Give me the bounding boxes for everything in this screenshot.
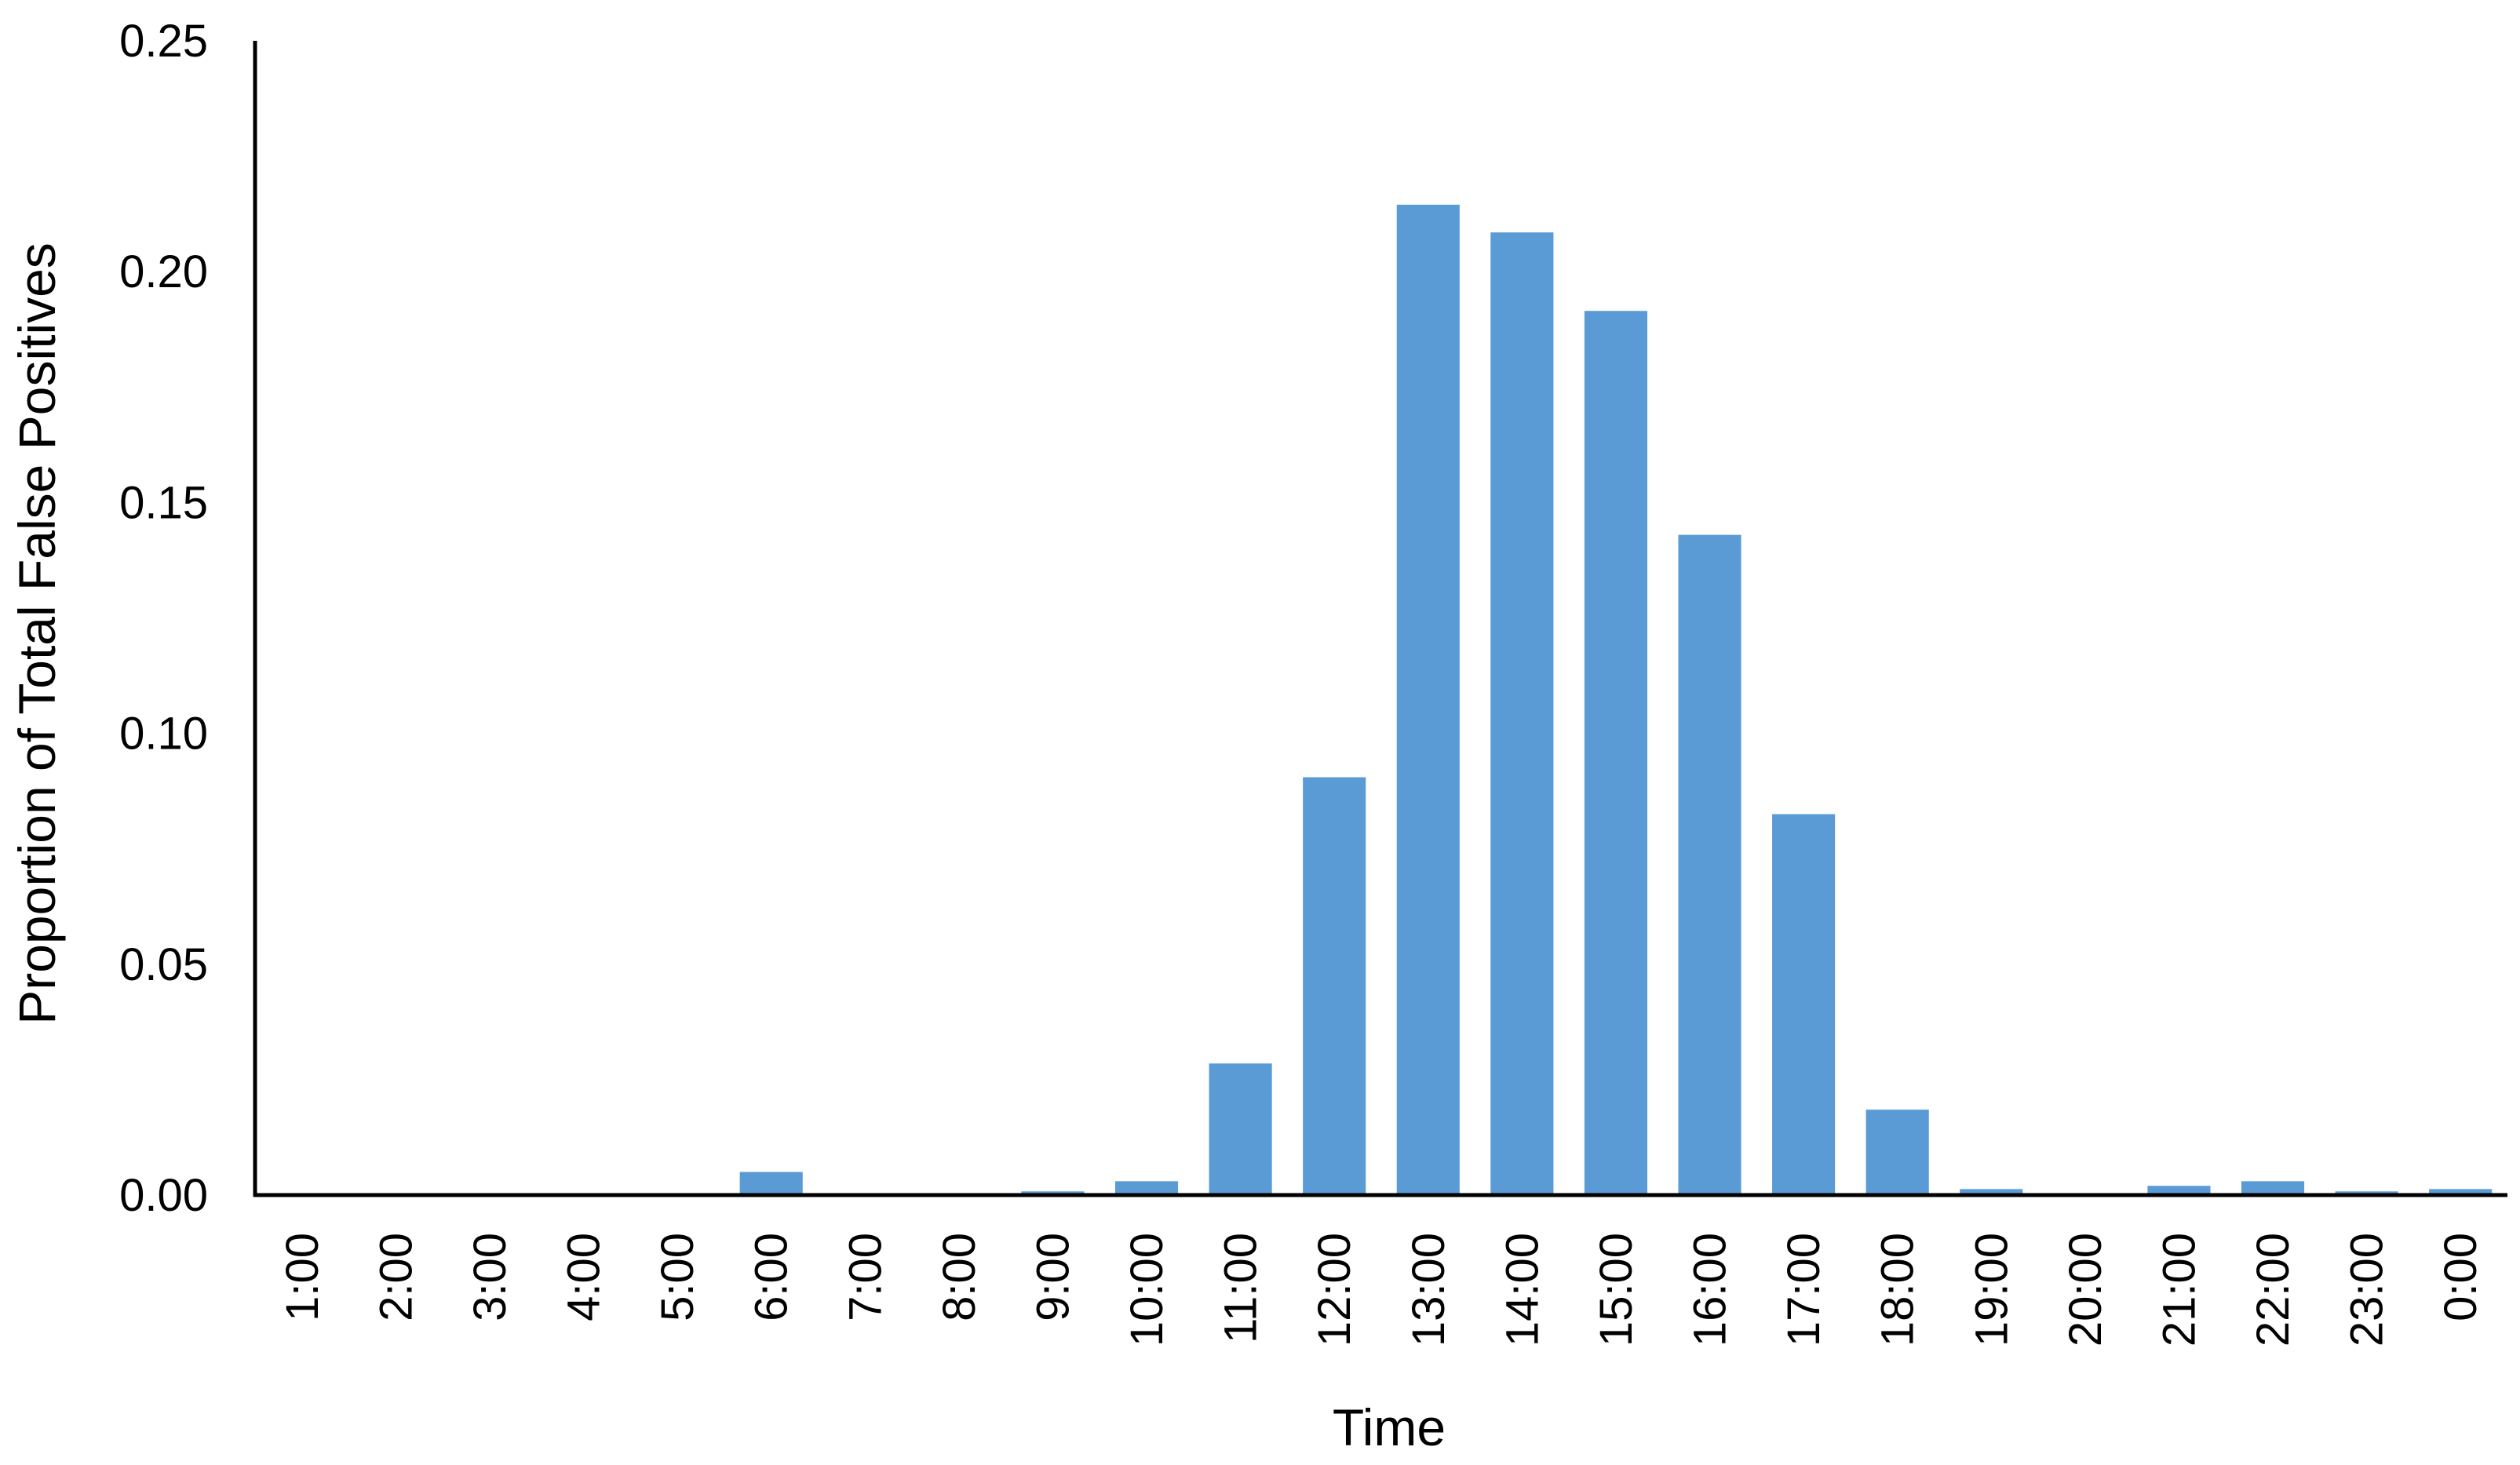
- bar: [2241, 1181, 2305, 1195]
- bar: [1865, 1110, 1929, 1195]
- bar: [1490, 232, 1554, 1195]
- x-tick-labels: 1:00 2:00 3:00 4:00 5:00 6:00 7:00 8:00 9:00 10:0…: [277, 1233, 2486, 1347]
- x-tick-label: 4:00: [559, 1233, 610, 1321]
- bar: [1114, 1181, 1179, 1195]
- y-tick-label: 0.10: [119, 709, 208, 760]
- bar: [2147, 1186, 2211, 1195]
- x-tick-label: 20:00: [2060, 1233, 2111, 1347]
- x-tick-label: 21:00: [2153, 1233, 2205, 1347]
- axes-layer: [253, 41, 2507, 1197]
- x-tick-label: 5:00: [652, 1233, 703, 1321]
- bar: [739, 1172, 803, 1195]
- y-tick-label: 0.00: [119, 1170, 208, 1221]
- bar: [2429, 1189, 2493, 1195]
- bar: [1678, 534, 1741, 1195]
- x-tick-label: 14:00: [1497, 1233, 1548, 1347]
- x-tick-label: 9:00: [1027, 1233, 1078, 1321]
- x-tick-label: 12:00: [1309, 1233, 1360, 1347]
- x-tick-label: 18:00: [1873, 1233, 1924, 1347]
- x-tick-label: 15:00: [1591, 1233, 1642, 1347]
- x-axis-title: Time: [1333, 1398, 1446, 1456]
- bar: [1303, 777, 1366, 1195]
- x-tick-label: 16:00: [1685, 1233, 1736, 1347]
- x-tick-label: 7:00: [840, 1233, 891, 1321]
- x-tick-label: 13:00: [1403, 1233, 1454, 1347]
- y-tick-label: 0.05: [119, 939, 208, 990]
- x-tick-label: 10:00: [1121, 1233, 1172, 1347]
- x-tick-label: 3:00: [465, 1233, 516, 1321]
- y-tick-label: 0.20: [119, 246, 208, 297]
- x-tick-label: 22:00: [2248, 1233, 2299, 1347]
- x-tick-label: 19:00: [1966, 1233, 2017, 1347]
- bar: [1209, 1063, 1272, 1195]
- y-axis-title: Proportion of Total False Positives: [8, 242, 66, 1025]
- x-tick-label: 2:00: [370, 1233, 421, 1321]
- x-tick-label: 6:00: [746, 1233, 797, 1321]
- x-tick-label: 1:00: [277, 1233, 328, 1321]
- bars-layer: [739, 204, 2493, 1196]
- x-tick-label: 11:00: [1216, 1233, 1267, 1343]
- x-tick-label: 8:00: [934, 1233, 985, 1321]
- bar: [1772, 814, 1836, 1195]
- x-tick-label: 17:00: [1778, 1233, 1829, 1347]
- y-tick-label: 0.15: [119, 477, 208, 528]
- bar: [1396, 204, 1460, 1196]
- y-tick-label: 0.25: [119, 16, 208, 67]
- x-tick-label: 0:00: [2435, 1233, 2486, 1321]
- x-tick-label: 23:00: [2342, 1233, 2393, 1347]
- bar: [1960, 1189, 2023, 1195]
- y-tick-labels: 0.00 0.05 0.10 0.15 0.20 0.25: [119, 16, 208, 1221]
- bar: [1584, 311, 1648, 1195]
